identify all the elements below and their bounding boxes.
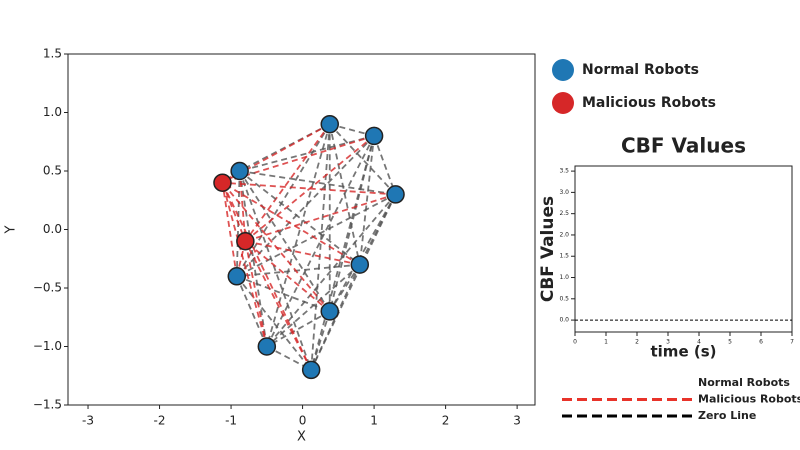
edge xyxy=(239,170,361,266)
edge xyxy=(221,182,268,347)
x-tick-label: 0 xyxy=(299,414,307,428)
robot xyxy=(227,267,247,286)
legend-label: Normal Robots xyxy=(698,376,790,389)
y-tick-label: 0.5 xyxy=(43,164,62,178)
robot xyxy=(230,161,249,181)
y-tick-label: 1.0 xyxy=(559,274,569,281)
x-tick-label: -1 xyxy=(225,414,237,428)
robot xyxy=(350,255,370,274)
robot xyxy=(320,114,339,134)
robot xyxy=(364,126,384,146)
edge xyxy=(236,275,331,313)
y-axis-label: CBF Values xyxy=(538,196,558,302)
robot xyxy=(320,302,339,321)
x-axis-label: X xyxy=(297,430,306,445)
legend-marker xyxy=(552,59,574,81)
y-tick-label: 0.5 xyxy=(559,295,569,302)
plot-area xyxy=(67,53,536,406)
edge xyxy=(238,170,331,312)
y-tick-label: 1.0 xyxy=(43,105,62,119)
y-tick-label: 3.5 xyxy=(559,168,569,175)
x-tick-label: -2 xyxy=(154,414,166,428)
robot xyxy=(257,337,277,356)
x-tick-label: 3 xyxy=(513,414,521,428)
edge xyxy=(244,123,331,242)
y-tick-label: 2.0 xyxy=(559,231,569,238)
x-tick-label: 2 xyxy=(442,414,450,428)
y-axis-label: Y xyxy=(4,225,19,234)
edge xyxy=(244,241,268,347)
edge xyxy=(244,240,331,313)
edge xyxy=(221,182,238,277)
x-tick-label: -3 xyxy=(82,414,94,428)
y-tick-label: −1.5 xyxy=(33,398,62,412)
edge xyxy=(265,123,331,347)
x-axis-label: time (s) xyxy=(651,343,717,361)
legend-label: Normal Robots xyxy=(582,62,699,78)
edge xyxy=(222,181,396,196)
edge xyxy=(266,310,331,348)
robot xyxy=(301,360,321,380)
edge xyxy=(236,263,360,278)
edge xyxy=(245,193,396,243)
edge xyxy=(373,135,397,195)
x-tick-label: 6 xyxy=(759,339,763,346)
x-tick-label: 0 xyxy=(573,339,577,346)
plot-area xyxy=(574,165,793,333)
edge xyxy=(266,193,397,348)
edge xyxy=(358,135,375,265)
edge xyxy=(239,170,396,196)
edge xyxy=(238,170,247,242)
x-tick-label: 4 xyxy=(697,339,701,346)
edge xyxy=(221,182,312,371)
legend-label: Malicious Robots xyxy=(698,393,800,406)
edge xyxy=(238,170,313,371)
y-tick-label: 0.0 xyxy=(559,317,569,324)
y-tick-label: 3.0 xyxy=(559,189,569,196)
edge xyxy=(239,135,375,172)
edge xyxy=(244,240,312,371)
y-tick-label: 2.5 xyxy=(559,210,569,217)
edge xyxy=(310,311,331,371)
x-tick-label: 2 xyxy=(635,339,639,346)
y-tick-label: 1.5 xyxy=(559,253,569,260)
edge xyxy=(329,123,397,196)
robot xyxy=(386,185,405,204)
robot xyxy=(213,173,232,192)
y-tick-label: 0.0 xyxy=(43,222,62,236)
legend-label: Zero Line xyxy=(698,409,756,422)
y-tick-label: −1.0 xyxy=(33,339,62,353)
y-tick-label: −0.5 xyxy=(33,281,62,295)
x-tick-label: 5 xyxy=(728,339,732,346)
x-tick-label: 3 xyxy=(666,339,670,346)
x-tick-label: 7 xyxy=(790,339,794,346)
x-tick-label: 1 xyxy=(604,339,608,346)
legend-label: Malicious Robots xyxy=(582,95,716,111)
edge xyxy=(310,124,331,370)
edge xyxy=(328,193,397,312)
edge xyxy=(239,123,331,172)
chart-title: CBF Values xyxy=(621,134,746,158)
edge xyxy=(221,182,247,242)
x-tick-label: 1 xyxy=(370,414,378,428)
edge xyxy=(310,135,375,371)
edge xyxy=(244,135,375,242)
edge xyxy=(222,181,361,266)
y-tick-label: 1.5 xyxy=(43,47,62,61)
edge xyxy=(221,182,331,312)
edge xyxy=(329,123,375,137)
legend-marker xyxy=(552,92,574,114)
edge xyxy=(235,275,268,347)
robot xyxy=(236,231,255,251)
